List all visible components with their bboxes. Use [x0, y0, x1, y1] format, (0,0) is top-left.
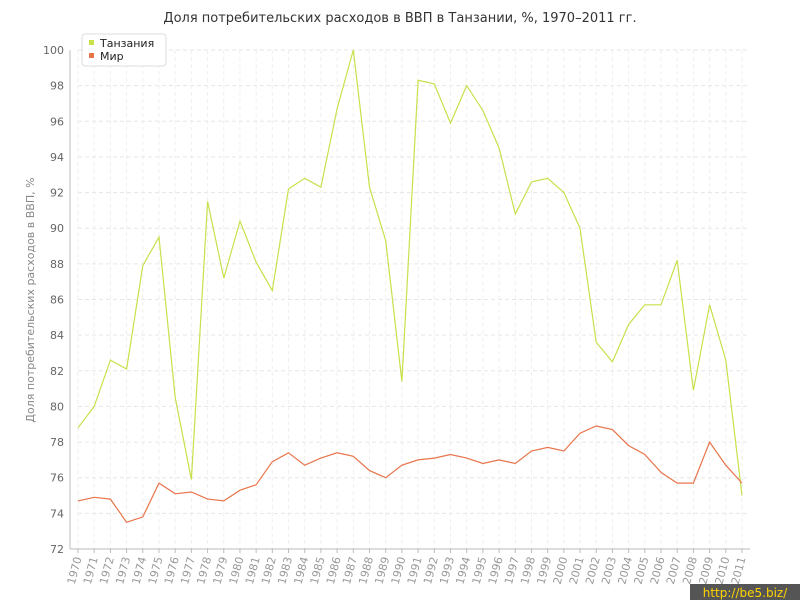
watermark-text: http://be5.biz/ — [703, 586, 788, 600]
series-lines — [77, 49, 743, 524]
y-tick-label: 74 — [50, 507, 64, 520]
chart-title: Доля потребительских расходов в ВВП в Та… — [163, 11, 636, 26]
y-tick-label: 78 — [50, 436, 64, 449]
y-tick-label: 82 — [50, 365, 64, 378]
y-tick-label: 96 — [50, 115, 64, 128]
y-tick-labels: 72 74 76 78 80 82 84 86 88 90 92 94 96 98 100 — [43, 44, 64, 556]
y-axis-label: Доля потребительских расходов в ВВП, % — [24, 177, 37, 422]
watermark-background — [690, 584, 800, 600]
y-tick-label: 92 — [50, 187, 64, 200]
axes — [69, 50, 750, 550]
series-line-world — [77, 425, 743, 524]
y-tick-label: 94 — [50, 151, 64, 164]
y-tick-label: 80 — [50, 400, 64, 413]
y-tick-label: 88 — [50, 258, 64, 271]
legend-label-tanzania: Танзания — [99, 37, 154, 50]
watermark: http://be5.biz/ — [690, 584, 800, 600]
x-tick-labels: 1970197119721973197419751976197719781979… — [65, 549, 749, 586]
y-tick-label: 76 — [50, 472, 64, 485]
y-tick-label: 100 — [43, 44, 64, 57]
y-tick-label: 98 — [50, 80, 64, 93]
legend-swatch-tanzania — [89, 40, 94, 45]
legend-swatch-world — [89, 53, 94, 58]
y-tick-label: 86 — [50, 294, 64, 307]
legend-label-world: Мир — [100, 50, 124, 63]
legend: Танзания Мир — [81, 33, 167, 67]
y-tick-label: 72 — [50, 543, 64, 556]
y-tick-label: 90 — [50, 222, 64, 235]
series-line-tanzania — [77, 49, 743, 496]
legend-box — [81, 33, 167, 67]
y-tick-label: 84 — [50, 329, 64, 342]
